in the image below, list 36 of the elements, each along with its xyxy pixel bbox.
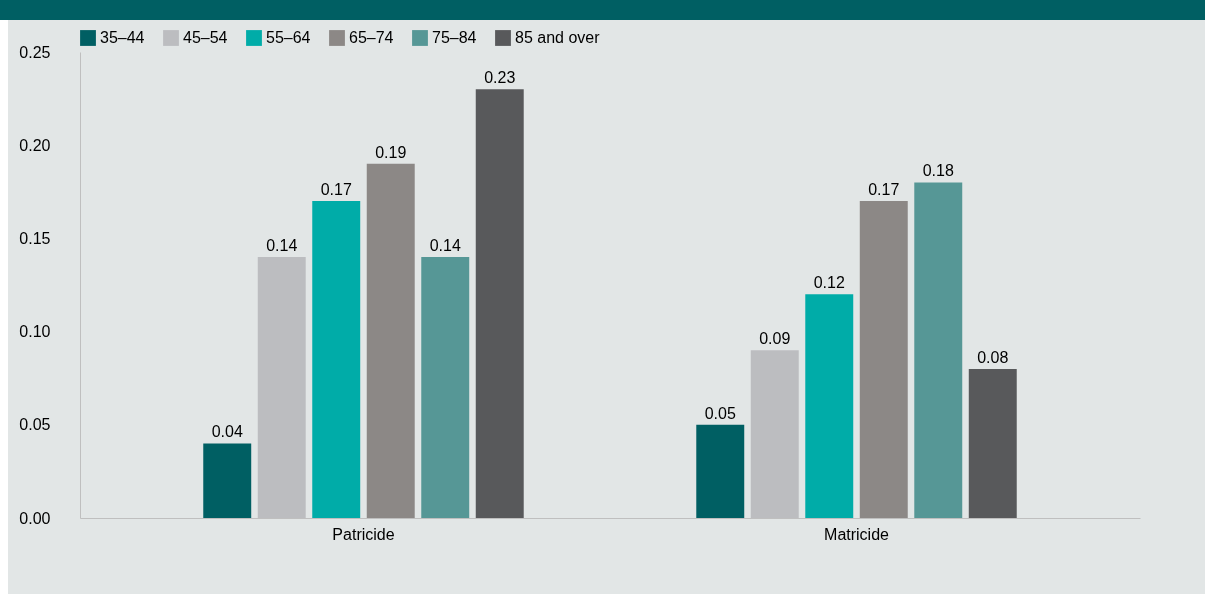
text: 0.15 xyxy=(19,229,51,247)
data-label: 0.23 xyxy=(484,69,516,87)
text: 0.10 xyxy=(19,323,51,341)
bar xyxy=(203,443,252,518)
x-tick-label: Matricide xyxy=(824,525,890,543)
data-label: 0.17 xyxy=(320,181,352,199)
bar xyxy=(805,294,854,518)
data-label: 0.17 xyxy=(868,181,900,199)
bar xyxy=(312,201,361,518)
data-label: 0.14 xyxy=(266,237,298,255)
data-label: 0.18 xyxy=(922,162,954,180)
bar xyxy=(421,257,470,518)
legend-label: 65–74 xyxy=(349,29,394,46)
x-tick-label: Patricide xyxy=(332,525,395,543)
legend-label: 45–54 xyxy=(183,29,228,46)
legend-label: 55–64 xyxy=(266,29,311,46)
data-label: 0.05 xyxy=(704,404,736,422)
bar xyxy=(366,163,415,518)
bar xyxy=(696,424,745,518)
data-label: 0.08 xyxy=(977,348,1009,366)
bar xyxy=(968,368,1017,518)
data-label: 0.19 xyxy=(375,143,407,161)
data-label: 0.14 xyxy=(429,237,461,255)
legend-label: 85 and over xyxy=(515,29,601,46)
text: 0.00 xyxy=(19,509,51,527)
data-label: 0.12 xyxy=(813,274,845,292)
data-label: 0.04 xyxy=(211,423,243,441)
legend-label: 75–84 xyxy=(432,29,477,46)
text: 0.25 xyxy=(19,43,51,61)
bar xyxy=(914,182,963,518)
text: 0.05 xyxy=(19,416,51,434)
data-label: 0.09 xyxy=(759,330,791,348)
bar xyxy=(475,89,524,518)
bar xyxy=(859,201,908,518)
legend-label: 35–44 xyxy=(100,29,145,46)
text: 0.20 xyxy=(19,136,51,154)
